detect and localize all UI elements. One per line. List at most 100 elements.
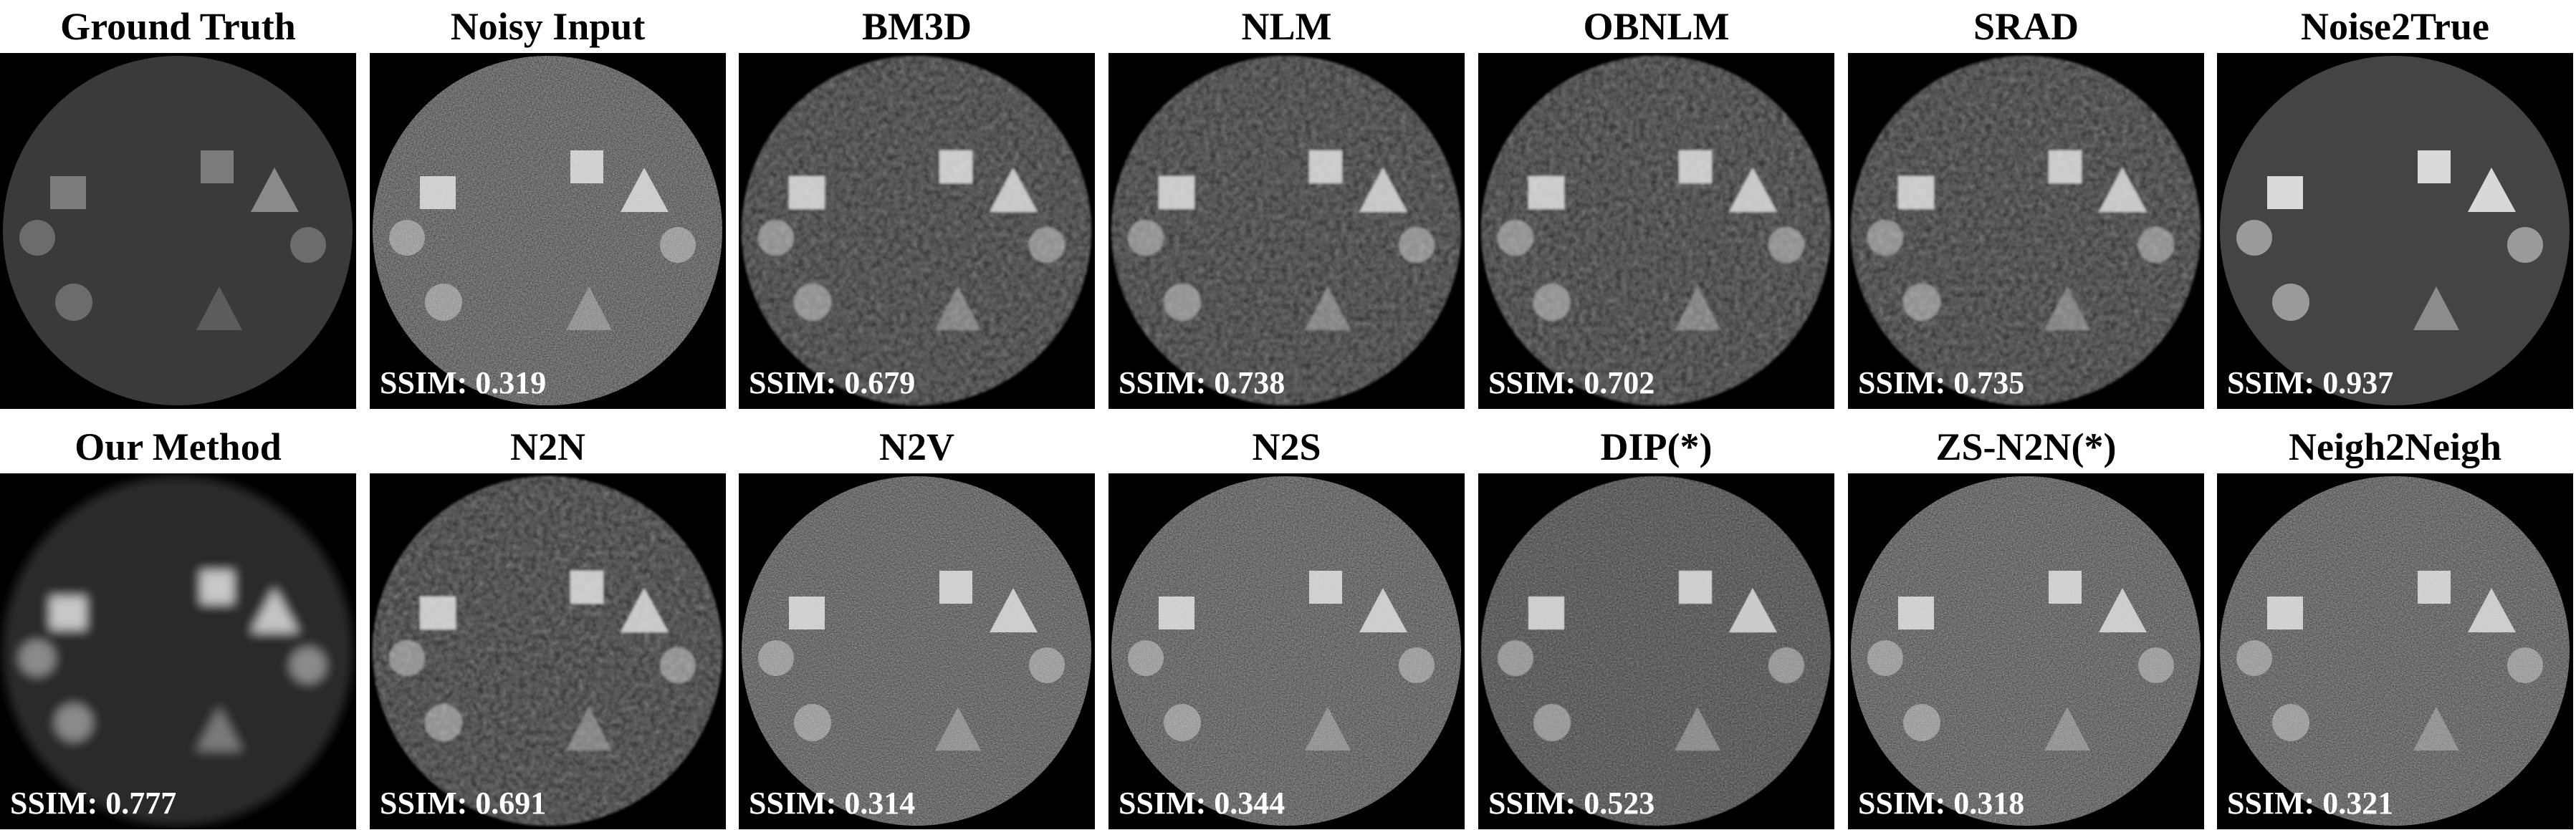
phantom-circle-left xyxy=(2236,640,2272,676)
phantom-circle-bottom xyxy=(55,284,92,321)
phantom-image xyxy=(3,476,353,826)
phantom-square-left xyxy=(1159,597,1194,629)
phantom-square-left xyxy=(420,176,456,209)
phantom-image xyxy=(1481,56,1831,405)
phantom-square-top xyxy=(1679,571,1712,604)
phantom-image xyxy=(1111,476,1461,826)
phantom-triangle-right xyxy=(621,588,669,632)
phantom-circle-right xyxy=(660,227,696,263)
phantom-square-left xyxy=(1159,176,1194,209)
panel-image xyxy=(0,53,356,409)
phantom-square-left xyxy=(1898,176,1934,209)
phantom-circle-left xyxy=(2236,220,2272,256)
phantom-triangle-right xyxy=(990,168,1038,212)
ssim-label: SSIM: 0.523 xyxy=(1488,786,1655,821)
panel-image: SSIM: 0.735 xyxy=(1848,53,2204,409)
phantom-circle-right xyxy=(2138,647,2174,683)
phantom-circle-right xyxy=(2507,647,2543,683)
phantom-circle-left xyxy=(758,220,794,256)
phantom-circle-bottom xyxy=(425,284,462,321)
phantom-circle-bottom xyxy=(794,704,831,741)
phantom-square-top xyxy=(570,571,603,604)
phantom-square-top xyxy=(939,571,972,604)
phantom-square-top xyxy=(201,150,234,183)
phantom-disc xyxy=(2220,56,2570,405)
phantom-triangle-right xyxy=(2099,588,2147,632)
phantom-square-top xyxy=(2049,150,2082,183)
phantom-circle-left xyxy=(1498,640,1533,676)
ssim-label: SSIM: 0.344 xyxy=(1119,786,1285,821)
phantom-circle-right xyxy=(290,227,326,263)
phantom-circle-left xyxy=(1498,220,1533,256)
phantom-triangle-right xyxy=(251,588,299,632)
phantom-square-left xyxy=(789,597,825,629)
panel-title: N2N xyxy=(510,425,585,468)
phantom-circle-bottom xyxy=(1164,284,1201,321)
phantom-image xyxy=(1481,476,1831,826)
panel-title: Noisy Input xyxy=(450,5,646,48)
phantom-circle-right xyxy=(660,647,696,683)
ssim-label: SSIM: 0.777 xyxy=(10,786,177,821)
panel-image: SSIM: 0.344 xyxy=(1109,473,1465,829)
phantom-triangle-right xyxy=(990,588,1038,632)
panel-title: N2S xyxy=(1252,425,1321,468)
phantom-image xyxy=(373,476,722,826)
ssim-label: SSIM: 0.691 xyxy=(380,786,547,821)
phantom-triangle-bottom xyxy=(1305,286,1351,330)
phantom-square-top xyxy=(939,150,972,183)
panel-image: SSIM: 0.523 xyxy=(1478,473,1834,829)
phantom-square-left xyxy=(2267,597,2303,629)
ssim-label: SSIM: 0.318 xyxy=(1858,786,2025,821)
panel-image: SSIM: 0.321 xyxy=(2217,473,2573,829)
phantom-circle-bottom xyxy=(55,704,92,741)
phantom-square-left xyxy=(1528,176,1564,209)
phantom-triangle-right xyxy=(1729,588,1777,632)
ssim-label: SSIM: 0.319 xyxy=(380,365,547,400)
phantom-image xyxy=(373,56,722,405)
phantom-image xyxy=(2220,476,2570,826)
phantom-triangle-bottom xyxy=(1305,707,1351,751)
phantom-image xyxy=(3,56,353,405)
phantom-disc xyxy=(1111,56,1461,405)
phantom-circle-left xyxy=(19,220,55,256)
phantom-image xyxy=(1111,56,1461,405)
phantom-circle-bottom xyxy=(794,284,831,321)
ssim-label: SSIM: 0.702 xyxy=(1488,365,1655,400)
phantom-circle-bottom xyxy=(2272,704,2309,741)
panel-image: SSIM: 0.319 xyxy=(370,53,726,409)
phantom-triangle-right xyxy=(1359,168,1407,212)
phantom-square-top xyxy=(2418,150,2451,183)
panel-title: ZS-N2N(*) xyxy=(1935,425,2117,468)
phantom-triangle-bottom xyxy=(1675,707,1720,751)
phantom-circle-left xyxy=(1128,220,1164,256)
panel-title: OBNLM xyxy=(1583,5,1730,48)
phantom-triangle-bottom xyxy=(1675,286,1720,330)
phantom-disc xyxy=(1851,56,2201,405)
phantom-triangle-right xyxy=(621,168,669,212)
phantom-image xyxy=(742,56,1091,405)
phantom-circle-bottom xyxy=(1533,284,1571,321)
phantom-circle-left xyxy=(389,640,425,676)
panel-image: SSIM: 0.691 xyxy=(370,473,726,829)
phantom-circle-right xyxy=(1399,227,1435,263)
panel-title: Ground Truth xyxy=(60,5,296,48)
ssim-label: SSIM: 0.937 xyxy=(2227,365,2394,400)
phantom-circle-bottom xyxy=(1903,704,1940,741)
phantom-triangle-right xyxy=(251,168,299,212)
phantom-square-top xyxy=(2418,571,2451,604)
phantom-square-top xyxy=(570,150,603,183)
phantom-triangle-bottom xyxy=(566,286,612,330)
panel-image: SSIM: 0.314 xyxy=(739,473,1095,829)
phantom-square-left xyxy=(1898,597,1934,629)
panel-title: DIP(*) xyxy=(1600,425,1713,468)
phantom-square-top xyxy=(1679,150,1712,183)
phantom-disc xyxy=(373,476,722,826)
phantom-disc xyxy=(3,476,353,826)
phantom-circle-right xyxy=(1029,647,1065,683)
ssim-label: SSIM: 0.321 xyxy=(2227,786,2394,821)
phantom-triangle-bottom xyxy=(2413,286,2459,330)
phantom-circle-left xyxy=(1867,640,1903,676)
phantom-circle-left xyxy=(1867,220,1903,256)
phantom-circle-right xyxy=(290,647,326,683)
